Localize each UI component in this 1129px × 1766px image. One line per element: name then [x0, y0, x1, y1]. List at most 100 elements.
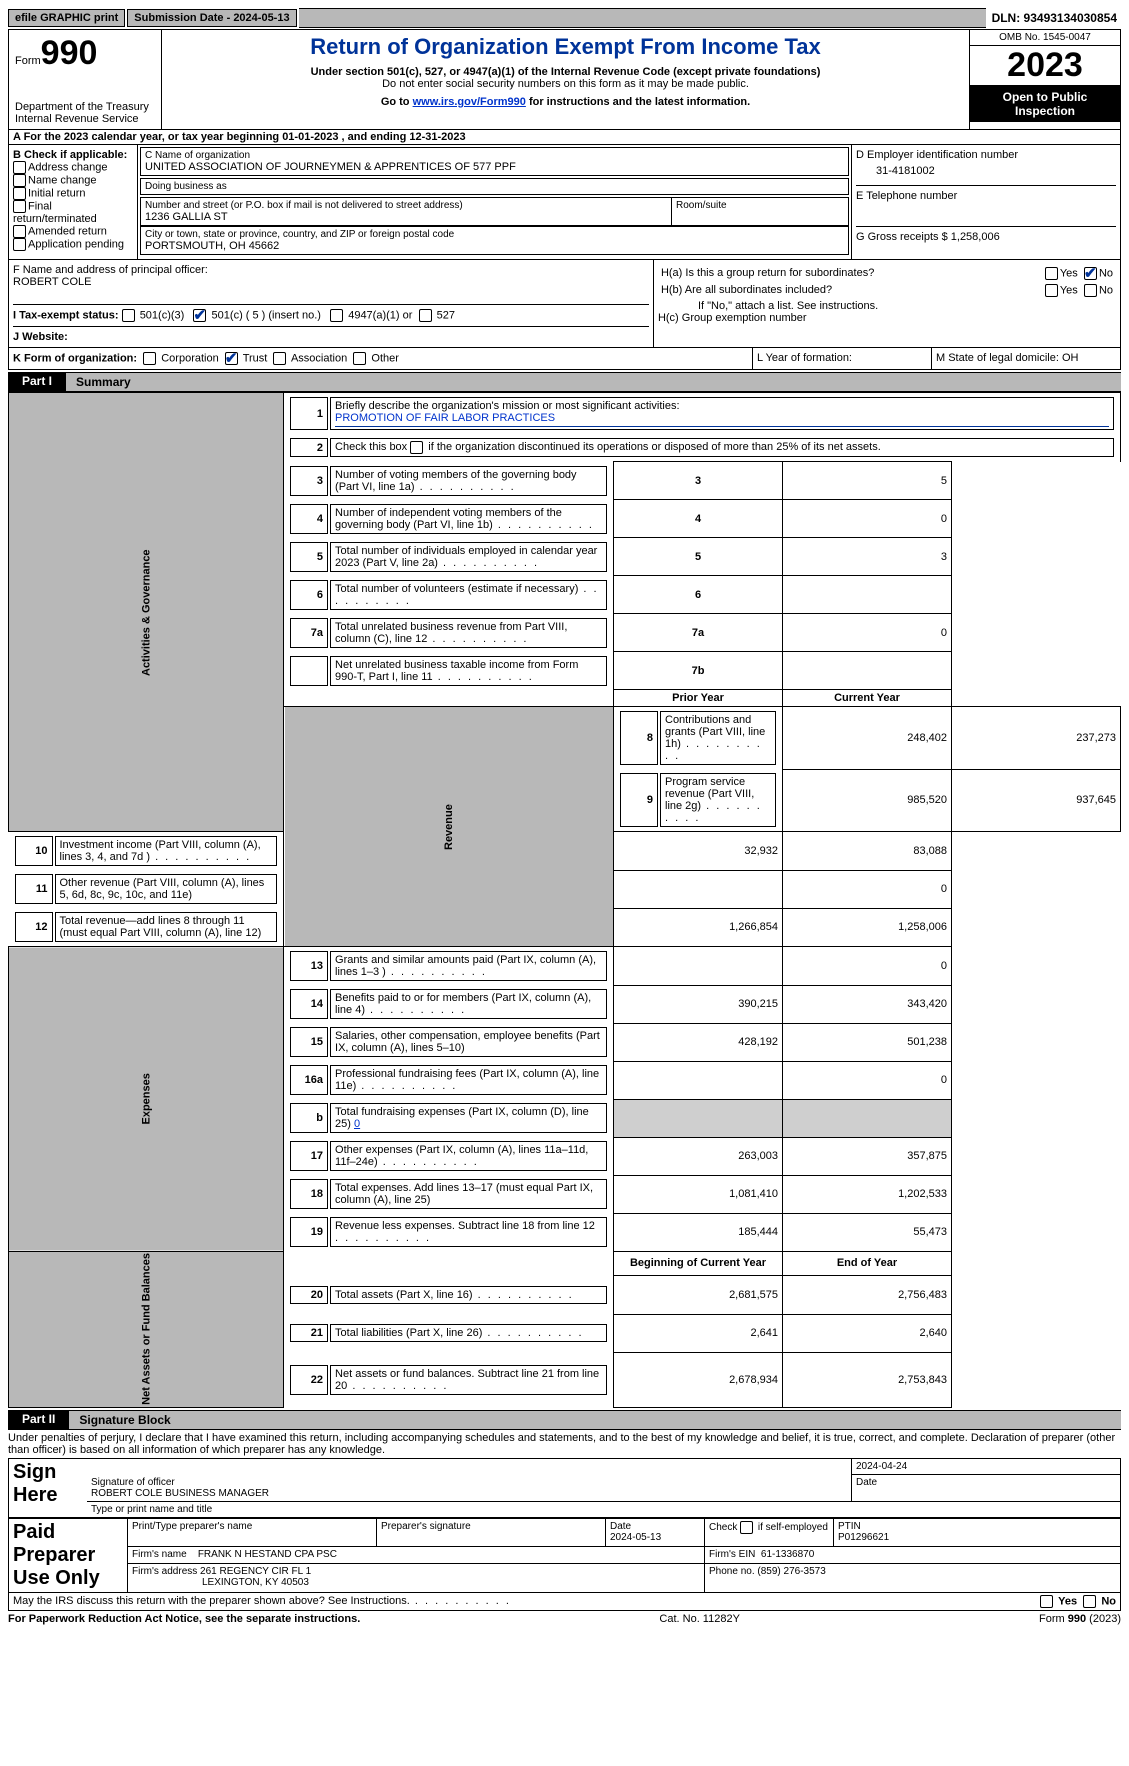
cb-amended[interactable] — [13, 225, 26, 238]
form-number: 990 — [41, 34, 98, 72]
paid-preparer: Paid Preparer Use Only — [13, 1521, 123, 1590]
firm-addr: 261 REGENCY CIR FL 1 — [200, 1566, 311, 1577]
discuss-row: May the IRS discuss this return with the… — [8, 1593, 1121, 1611]
firm-ein: 61-1336870 — [761, 1549, 814, 1560]
discuss: May the IRS discuss this return with the… — [13, 1595, 511, 1608]
l2: Check this box if the organization disco… — [335, 441, 881, 453]
b-items: Address change Name change Initial retur… — [13, 161, 133, 251]
cb-discuss-yes[interactable] — [1040, 1595, 1053, 1608]
klm-block: K Form of organization: Corporation Trus… — [8, 348, 1121, 370]
open-public: Open to Public Inspection — [970, 86, 1120, 122]
prep-date: 2024-05-13 — [610, 1532, 700, 1543]
b-label: B Check if applicable: — [13, 149, 133, 161]
vlabel-exp: Expenses — [9, 947, 284, 1252]
part1-header: Part I Summary — [8, 372, 1121, 392]
fhij-block: F Name and address of principal officer:… — [8, 260, 1121, 348]
firm-addr-lbl: Firm's address — [132, 1566, 197, 1577]
efile-badge: efile GRAPHIC print — [8, 9, 125, 27]
c-room-lbl: Room/suite — [676, 200, 844, 211]
cb-final[interactable] — [13, 200, 26, 213]
part2-title: Signature Block — [69, 1410, 1121, 1430]
dept: Department of the Treasury — [15, 101, 155, 113]
part1-title: Summary — [66, 372, 1121, 392]
part2-lbl: Part II — [8, 1410, 69, 1430]
footer: For Paperwork Reduction Act Notice, see … — [8, 1611, 1121, 1625]
footer-mid: Cat. No. 11282Y — [659, 1613, 740, 1625]
footer-right: Form 990 (2023) — [1039, 1613, 1121, 1625]
col-begin: Beginning of Current Year — [614, 1251, 783, 1276]
prep-date-lbl: Date — [610, 1521, 700, 1532]
irs-link[interactable]: www.irs.gov/Form990 — [413, 96, 526, 108]
col-prior: Prior Year — [614, 690, 783, 707]
officer: ROBERT COLE BUSINESS MANAGER — [91, 1488, 847, 1499]
cb-name[interactable] — [13, 174, 26, 187]
form-title: Return of Organization Exempt From Incom… — [166, 34, 965, 60]
vlabel-gov: Activities & Governance — [9, 393, 284, 832]
dln: DLN: 93493134030854 — [988, 9, 1121, 27]
irs-label: Internal Revenue Service — [15, 113, 155, 125]
sig-officer-lbl: Signature of officer — [91, 1477, 847, 1488]
f-val: ROBERT COLE — [13, 276, 649, 288]
vlabel-rev: Revenue — [284, 707, 614, 947]
cb-hb-yes[interactable] — [1045, 284, 1058, 297]
d-val: 31-4181002 — [856, 161, 1116, 185]
info-block: B Check if applicable: Address change Na… — [8, 145, 1121, 260]
subtitle1: Under section 501(c), 527, or 4947(a)(1)… — [166, 66, 965, 78]
sign-here: Sign Here — [13, 1461, 83, 1507]
tax-year: 2023 — [970, 46, 1120, 86]
cb-501c[interactable] — [193, 309, 206, 322]
cb-trust[interactable] — [225, 352, 238, 365]
cb-self-emp[interactable] — [740, 1521, 753, 1534]
footer-left: For Paperwork Reduction Act Notice, see … — [8, 1613, 360, 1625]
cb-527[interactable] — [419, 309, 432, 322]
cb-discuss-no[interactable] — [1083, 1595, 1096, 1608]
hb: H(b) Are all subordinates included? — [661, 284, 930, 296]
cb-other[interactable] — [353, 352, 366, 365]
col-curr: Current Year — [783, 690, 952, 707]
col-end: End of Year — [783, 1251, 952, 1276]
l1: Briefly describe the organization's miss… — [335, 400, 679, 412]
sig-date-lbl: Date — [856, 1477, 1116, 1488]
cb-4947[interactable] — [330, 309, 343, 322]
firm-name: FRANK N HESTAND CPA PSC — [198, 1549, 337, 1560]
preparer-table: Paid Preparer Use Only Print/Type prepar… — [8, 1518, 1121, 1593]
summary-table: Activities & Governance 1 Briefly descri… — [8, 392, 1121, 1408]
c-addr-lbl: Number and street (or P.O. box if mail i… — [145, 200, 667, 211]
g-val: 1,258,006 — [951, 231, 1000, 243]
cb-ha-yes[interactable] — [1045, 267, 1058, 280]
part2-header: Part II Signature Block — [8, 1410, 1121, 1430]
cb-l2[interactable] — [410, 441, 423, 454]
cb-assoc[interactable] — [273, 352, 286, 365]
cb-501c3[interactable] — [122, 309, 135, 322]
c-name: UNITED ASSOCIATION OF JOURNEYMEN & APPRE… — [145, 161, 844, 173]
g-lbl: G Gross receipts $ — [856, 231, 948, 243]
c-city: PORTSMOUTH, OH 45662 — [145, 240, 844, 252]
l-lbl: L Year of formation: — [753, 348, 932, 370]
cb-corp[interactable] — [143, 352, 156, 365]
firm-ein-lbl: Firm's EIN — [709, 1549, 755, 1560]
penalty: Under penalties of perjury, I declare th… — [8, 1430, 1121, 1458]
cb-ha-no[interactable] — [1084, 267, 1097, 280]
prep-sig-lbl: Preparer's signature — [381, 1521, 601, 1532]
subtitle3: Go to www.irs.gov/Form990 for instructio… — [166, 96, 965, 108]
subtitle2: Do not enter social security numbers on … — [166, 78, 965, 90]
d-lbl: D Employer identification number — [856, 149, 1116, 161]
cb-address[interactable] — [13, 161, 26, 174]
firm-city: LEXINGTON, KY 40503 — [132, 1577, 309, 1588]
l1v: PROMOTION OF FAIR LABOR PRACTICES — [335, 412, 1109, 427]
c-city-lbl: City or town, state or province, country… — [145, 229, 844, 240]
hb-note: If "No," attach a list. See instructions… — [658, 300, 1116, 312]
sig-date-val: 2024-04-24 — [852, 1459, 1121, 1475]
j-lbl: J Website: — [13, 331, 68, 343]
ptin: P01296621 — [838, 1532, 1116, 1543]
firm-name-lbl: Firm's name — [132, 1549, 187, 1560]
cb-pending[interactable] — [13, 238, 26, 251]
k-lbl: K Form of organization: — [13, 352, 137, 364]
cb-initial[interactable] — [13, 187, 26, 200]
m-lbl: M State of legal domicile: OH — [932, 348, 1121, 370]
vlabel-net: Net Assets or Fund Balances — [9, 1251, 284, 1408]
type-name: Type or print name and title — [91, 1504, 1116, 1515]
line-a: A For the 2023 calendar year, or tax yea… — [8, 130, 1121, 145]
prep-name-lbl: Print/Type preparer's name — [132, 1521, 372, 1532]
cb-hb-no[interactable] — [1084, 284, 1097, 297]
